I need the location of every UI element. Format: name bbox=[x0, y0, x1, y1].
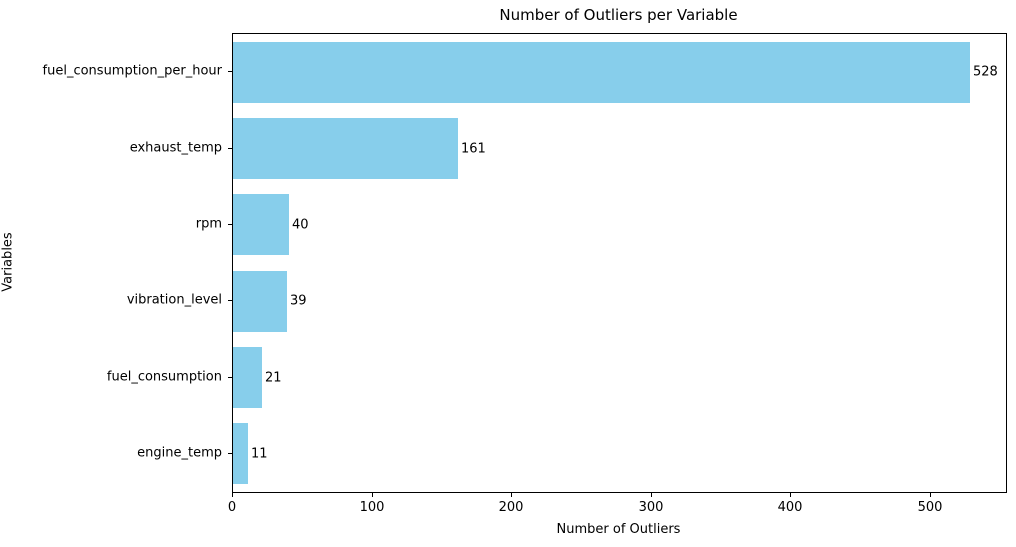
bar-rpm bbox=[233, 194, 289, 255]
xtick-mark bbox=[790, 493, 791, 497]
xtick-mark bbox=[232, 493, 233, 497]
bar-value-label: 40 bbox=[292, 217, 309, 233]
ytick-mark bbox=[228, 148, 232, 149]
bar-vibration_level bbox=[233, 271, 287, 332]
xtick-label-0: 0 bbox=[227, 500, 237, 515]
bar-value-label: 21 bbox=[265, 370, 282, 386]
bar-fuel_consumption_per_hour bbox=[233, 42, 970, 103]
bar-value-label: 161 bbox=[461, 141, 486, 157]
bar-value-label: 528 bbox=[973, 64, 998, 80]
ytick-label-exhaust_temp: exhaust_temp bbox=[129, 140, 222, 156]
ytick-mark bbox=[228, 377, 232, 378]
xtick-mark bbox=[930, 493, 931, 497]
xtick-mark bbox=[651, 493, 652, 497]
ytick-mark bbox=[228, 224, 232, 225]
ytick-label-rpm: rpm bbox=[195, 216, 222, 232]
ytick-mark bbox=[228, 300, 232, 301]
ytick-mark bbox=[228, 71, 232, 72]
bar-exhaust_temp bbox=[233, 118, 458, 179]
bar-engine_temp bbox=[233, 423, 248, 484]
ytick-label-engine_temp: engine_temp bbox=[137, 445, 222, 461]
xtick-label-400: 400 bbox=[777, 500, 803, 515]
y-axis-label: Variables bbox=[0, 232, 16, 292]
ytick-mark bbox=[228, 453, 232, 454]
ytick-label-fuel_consumption_per_hour: fuel_consumption_per_hour bbox=[42, 63, 222, 79]
xtick-label-500: 500 bbox=[917, 500, 943, 515]
bar-value-label: 11 bbox=[251, 446, 268, 462]
bar-value-label: 39 bbox=[290, 293, 307, 309]
plot-area: 528 161 40 39 21 11 bbox=[232, 33, 1007, 493]
xtick-label-100: 100 bbox=[359, 500, 385, 515]
xtick-mark bbox=[372, 493, 373, 497]
xtick-mark bbox=[511, 493, 512, 497]
chart-title: Number of Outliers per Variable bbox=[499, 6, 738, 24]
x-axis-label: Number of Outliers bbox=[556, 522, 681, 537]
xtick-label-200: 200 bbox=[498, 500, 524, 515]
ytick-label-fuel_consumption: fuel_consumption bbox=[106, 369, 222, 385]
bar-fuel_consumption bbox=[233, 347, 262, 408]
ytick-label-vibration_level: vibration_level bbox=[126, 292, 222, 308]
xtick-label-300: 300 bbox=[638, 500, 664, 515]
